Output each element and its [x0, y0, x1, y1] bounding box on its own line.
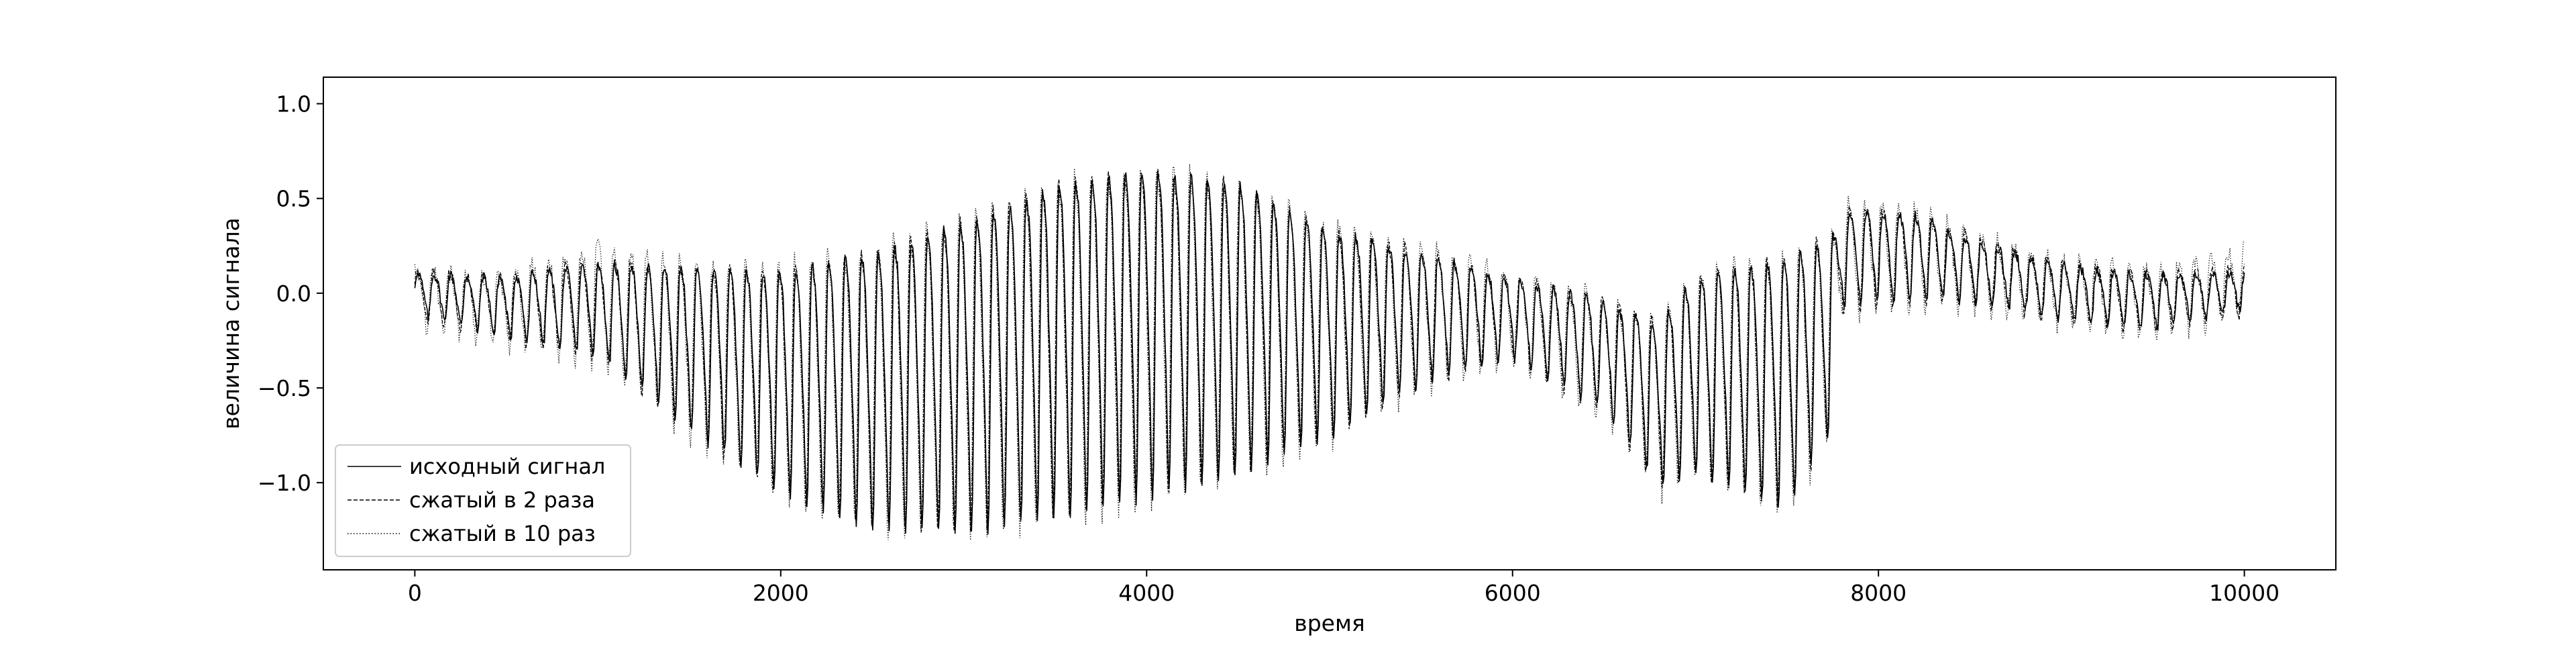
x-tick-label: 10000: [2209, 580, 2279, 606]
x-axis-ticks: 0 2000 4000 6000 8000 10000: [408, 570, 2279, 606]
series-layer: [414, 164, 2245, 540]
legend-label-original: исходный сигнал: [409, 454, 605, 479]
legend-box: [335, 444, 631, 557]
series-line-3: [414, 164, 2245, 540]
y-tick-label: −0.5: [258, 375, 311, 401]
legend-label-compressed-10: сжатый в 10 раз: [409, 521, 596, 546]
y-tick-label: 0.0: [276, 281, 311, 307]
series-line-2: [414, 168, 2245, 532]
x-tick-label: 2000: [753, 580, 809, 606]
legend: исходный сигнал сжатый в 2 раза сжатый в…: [335, 444, 631, 557]
x-tick-label: 8000: [1850, 580, 1907, 606]
x-axis-label: время: [1294, 610, 1364, 636]
y-axis-ticks: −1.0 −0.5 0.0 0.5 1.0: [258, 91, 323, 496]
y-tick-label: −1.0: [258, 470, 311, 496]
y-axis-label: величина сигнала: [218, 217, 244, 430]
x-tick-label: 4000: [1118, 580, 1175, 606]
y-tick-label: 1.0: [276, 91, 311, 117]
plot-area-frame: [323, 77, 2337, 570]
y-tick-label: 0.5: [276, 186, 311, 212]
x-tick-label: 6000: [1485, 580, 1541, 606]
x-tick-label: 0: [408, 580, 422, 606]
legend-label-compressed-2: сжатый в 2 раза: [409, 487, 595, 513]
